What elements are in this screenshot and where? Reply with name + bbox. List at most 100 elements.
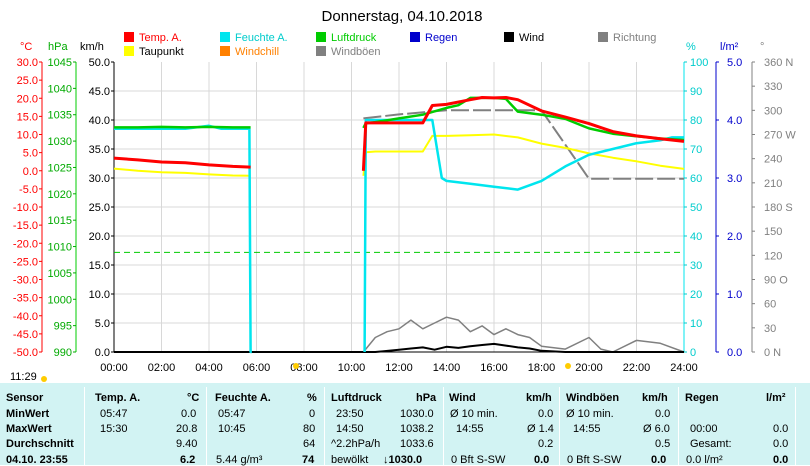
x-tick-label: 14:00 [433,362,461,374]
legend-swatch [220,32,230,42]
wind-avg: 0.2 [538,438,554,450]
temp-unit: °C [20,41,32,53]
rain-tick-label: 2.0 [727,231,742,243]
stats-table: Sensor MinWert MaxWert Durchschnitt 04.1… [0,383,810,466]
temp-tick-label: 5.0 [23,148,38,160]
humidity-tick-label: 50 [690,202,702,214]
weather-chart: Donnerstag, 04.10.2018 Temp. A. Feuchte A… [13,8,796,382]
legend-label: Windböen [331,46,381,58]
rain-total-label: Gesamt: [690,438,732,450]
humidity-tick-label: 80 [690,115,702,127]
press-min-time: 23:50 [336,408,364,420]
temp-max: 20.8 [176,423,198,435]
rain-unit: l/m² [766,392,786,404]
humidity-tick-label: 10 [690,318,702,330]
direction-tick-label: 180 S [764,202,793,214]
press-max: 1038.2 [400,423,434,435]
hum-abs: 5.44 g/m³ [216,454,263,466]
wind-tick-label: 15.0 [89,260,110,272]
temp-avg: 9.40 [176,438,198,450]
wind-tick-label: 0.0 [95,347,110,359]
legend-swatch [124,32,134,42]
series-gust-line [362,316,685,353]
wind-tick-label: 50.0 [89,57,110,69]
legend-swatch [598,32,608,42]
wind-head: Wind [449,392,476,404]
rain-current: 0.0 [773,454,789,466]
legend-label: Taupunkt [139,46,184,58]
rain-tick-label: 0.0 [727,347,742,359]
wind-tick-label: 10.0 [89,289,110,301]
pressure-tick-label: 995 [54,321,72,333]
gust-max-time: 14:55 [573,423,601,435]
temp-tick-label: -20.0 [13,238,38,250]
gust-min-label: Ø 10 min. [566,408,614,420]
sunrise-icon [293,363,299,369]
wind-max-time: 14:55 [456,423,484,435]
sun-icon [41,376,47,382]
wind-unit: km/h [80,41,104,53]
current-time: 11:29 [10,371,37,383]
pressure-tick-label: 1040 [48,83,72,95]
x-tick-label: 06:00 [243,362,271,374]
row-avg: Durchschnitt [6,438,74,450]
wind-min-label: Ø 10 min. [450,408,498,420]
press-max-time: 14:50 [336,423,364,435]
wind-tick-label: 45.0 [89,86,110,98]
hum-unit: % [307,392,317,404]
direction-tick-label: 330 [764,81,782,93]
direction-tick-label: 120 [764,250,782,262]
hum-head: Feuchte A. [215,392,271,404]
gust-current: 0.0 [651,454,667,466]
legend: Temp. A. Feuchte A. Luftdruck Regen Wind Rich… [124,32,656,58]
humidity-tick-label: 30 [690,260,702,272]
legend-swatch [410,32,420,42]
x-tick-label: 02:00 [148,362,176,374]
hum-min-time: 05:47 [218,408,246,420]
gust-min: 0.0 [655,408,671,420]
legend-label: Luftdruck [331,32,377,44]
temp-unit: °C [187,392,200,404]
wind-bft: 0 Bft S-SW [451,454,506,466]
direction-tick-label: 300 [764,105,782,117]
gust-avg: 0.5 [655,438,671,450]
wind-min: 0.0 [538,408,554,420]
legend-label: Richtung [613,32,656,44]
legend-swatch [504,32,514,42]
hum-min: 0 [309,408,316,420]
wind-tick-label: 25.0 [89,202,110,214]
tick-labels: 30.0 25.0 20.0 15.0 10.0 5.0 0.0 -5.0 -10.0 -15.0… [13,57,796,374]
rain-total: 0.0 [773,438,789,450]
x-tick-label: 12:00 [385,362,413,374]
direction-tick-label: 90 O [764,275,788,287]
direction-tick-label: 360 N [764,57,793,69]
direction-tick-label: 60 [764,299,776,311]
humidity-tick-label: 40 [690,231,702,243]
temp-tick-label: 10.0 [17,130,38,142]
pressure-unit: hPa [48,41,68,53]
press-forecast: bewölkt [331,454,369,466]
humidity-tick-label: 100 [690,57,708,69]
x-tick-label: 20:00 [575,362,603,374]
x-tick-label: 00:00 [100,362,128,374]
header-sensor: Sensor [6,392,44,404]
wind-tick-label: 30.0 [89,173,110,185]
press-trend: ^2.2hPa/h [331,438,381,450]
direction-tick-label: 240 [764,154,782,166]
temp-tick-label: 30.0 [17,57,38,69]
humidity-tick-label: 0 [690,347,696,359]
press-avg: 1033.6 [400,438,434,450]
row-max: MaxWert [6,423,52,435]
pressure-tick-label: 1000 [48,294,72,306]
hum-max: 80 [303,423,316,435]
rain-tick-label: 1.0 [727,289,742,301]
humidity-tick-label: 70 [690,144,702,156]
series-dew-line [113,133,685,177]
pressure-tick-label: 1035 [48,110,72,122]
temp-tick-label: -15.0 [13,220,38,232]
x-tick-label: 24:00 [670,362,698,374]
rain-head: Regen [685,392,719,404]
legend-swatch [124,46,134,56]
rain-tick-label: 4.0 [727,115,742,127]
direction-tick-label: 270 W [764,130,796,142]
